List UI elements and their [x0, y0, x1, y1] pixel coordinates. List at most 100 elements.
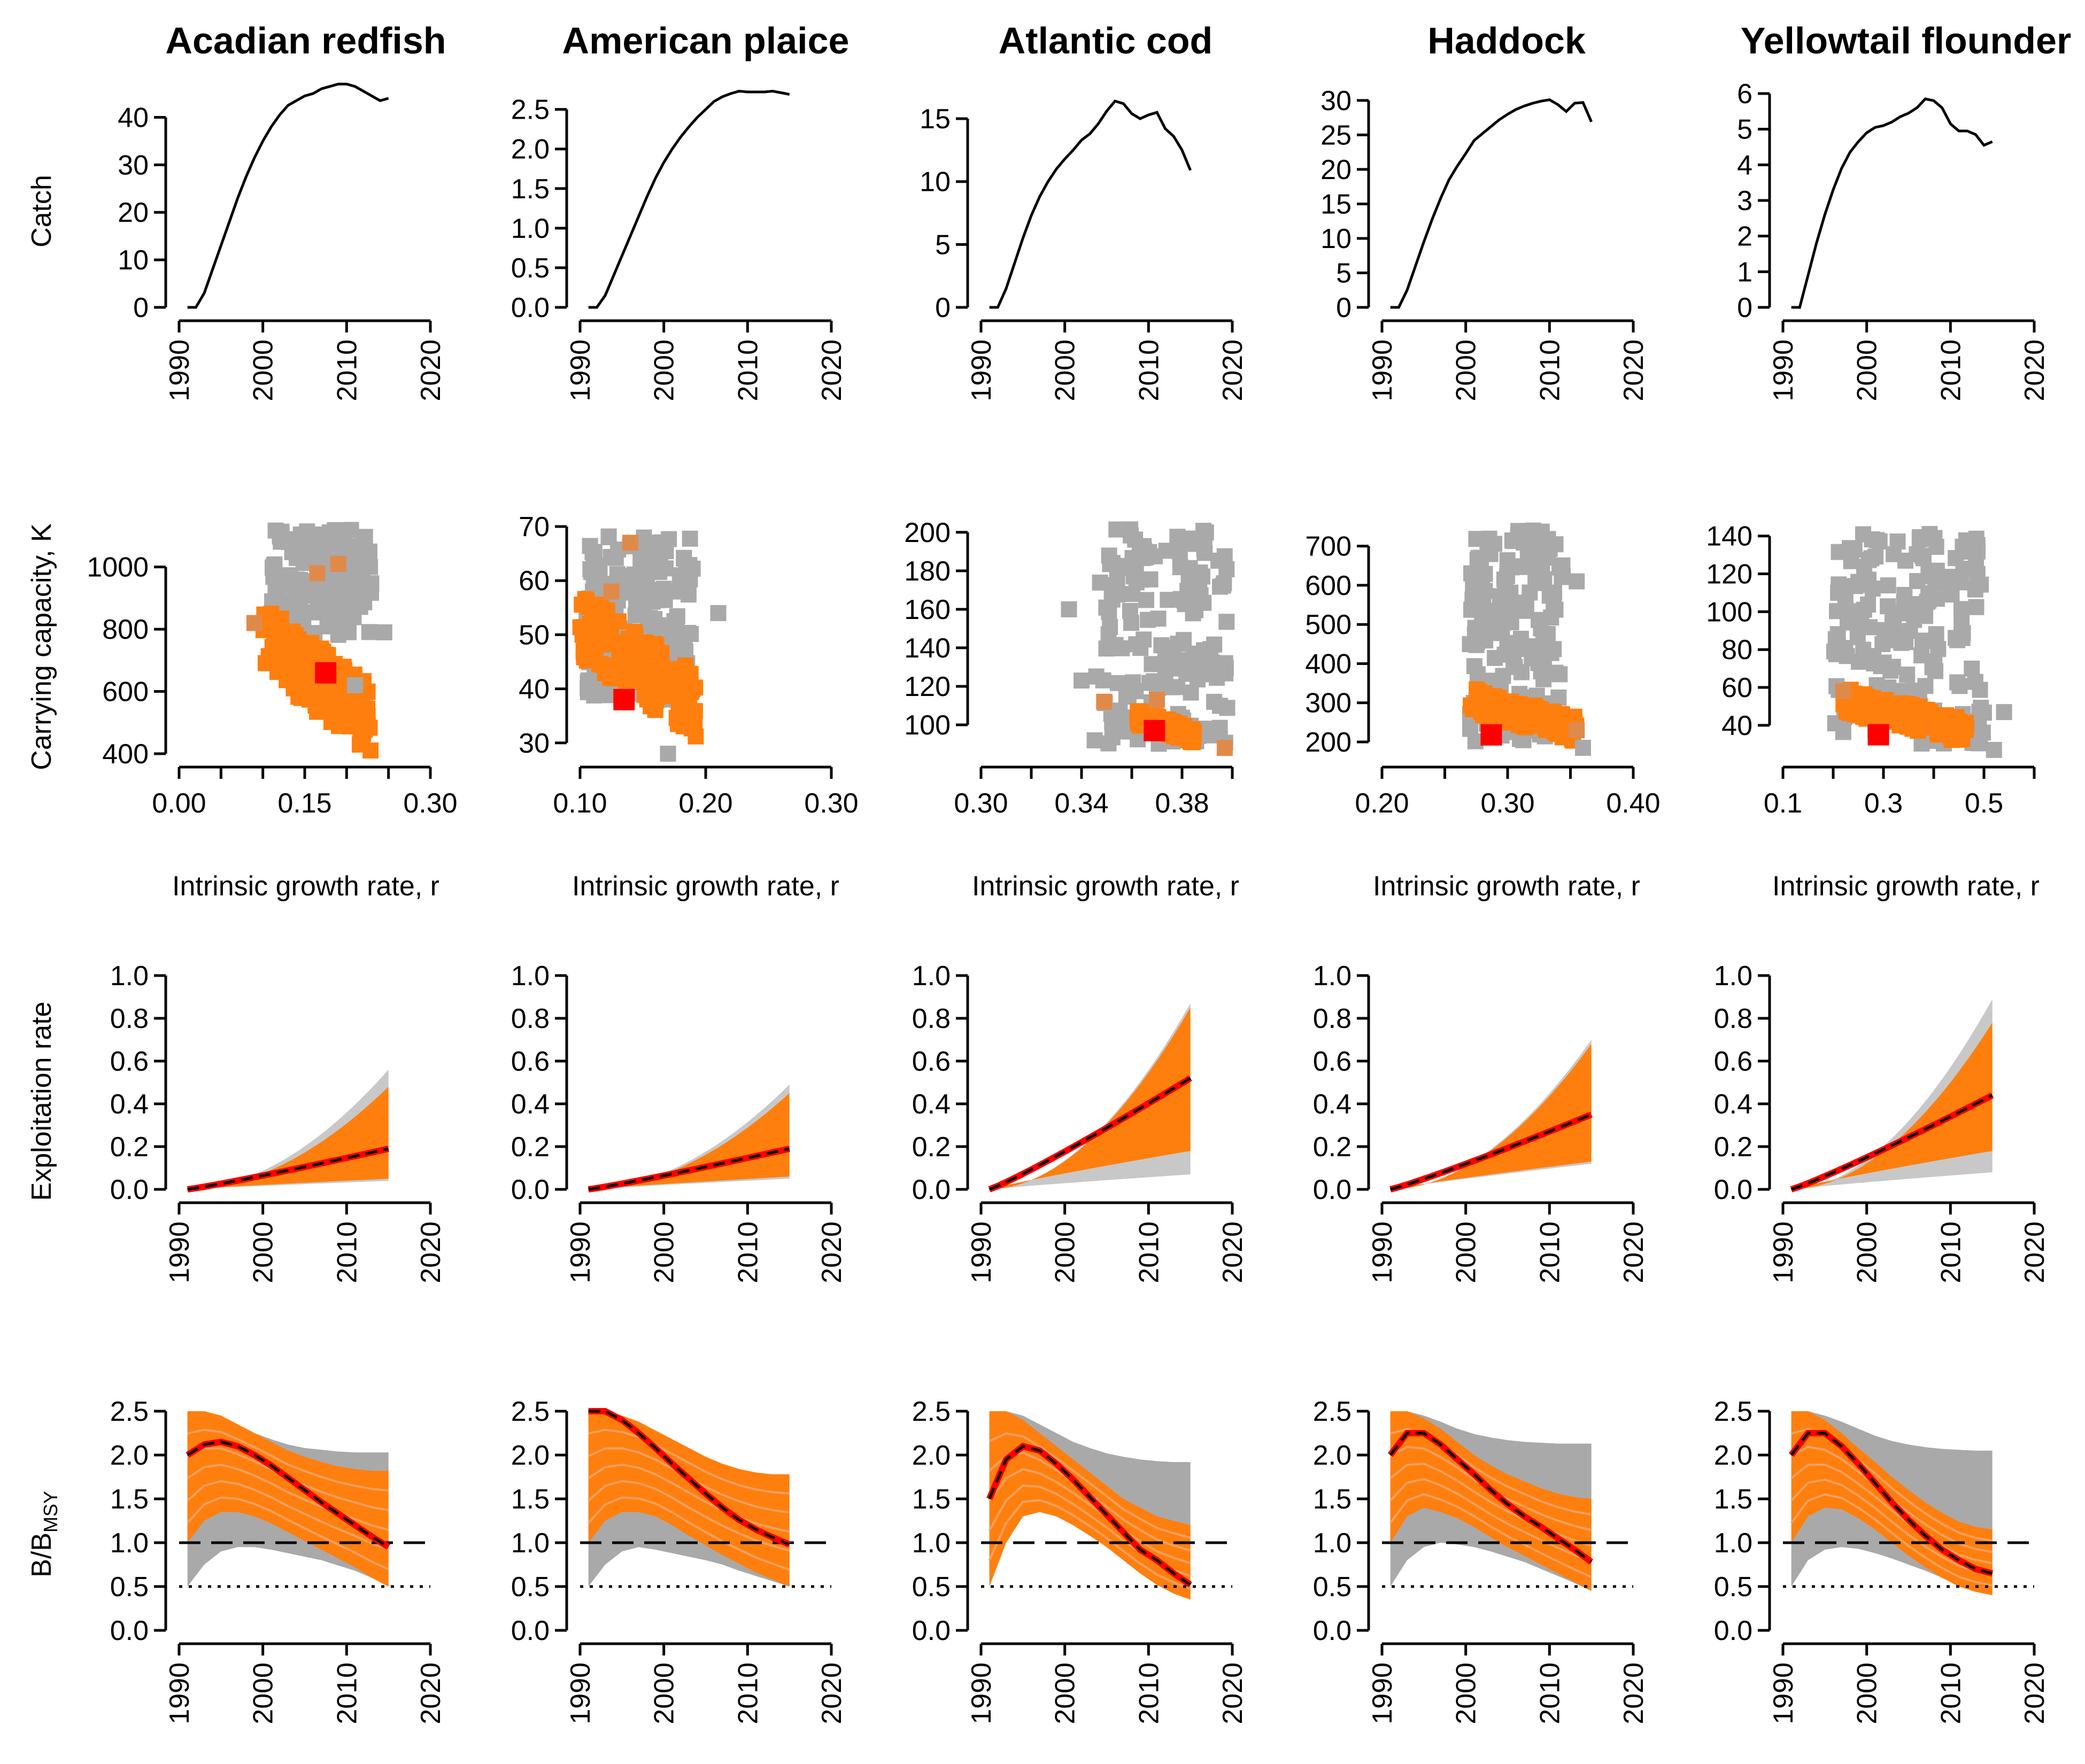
catch-line: [187, 82, 389, 309]
catch-line: [1791, 97, 1993, 309]
panel-k-3: 200 300 400 500 600 700 0.20 0.30 0.40: [1305, 522, 1661, 819]
orange-point: [648, 638, 665, 654]
row-label-bbmsy: B/BMSY: [26, 1491, 61, 1577]
trajectory-line: [988, 1499, 1191, 1590]
y-tick-label: 1.5: [110, 1484, 149, 1515]
panel-k-0: 400 600 800 1000 0.00 0.15 0.30: [87, 522, 458, 819]
y-tick-label: 5: [1737, 114, 1752, 145]
x-tick-label: 2020: [415, 339, 446, 401]
x-tick-label: 1990: [164, 1221, 195, 1283]
x-tick-label: 2020: [1618, 339, 1649, 401]
y-tick-label: 1.0: [1313, 1528, 1352, 1559]
y-tick-label: 2.0: [1714, 1440, 1752, 1471]
x-tick-label: 1990: [1768, 339, 1799, 401]
panel-exploitation-2: 0.0 0.2 0.4 0.6 0.8 1.0 1990 2000 2010 2020: [912, 961, 1248, 1283]
orange-point: [1216, 740, 1233, 756]
best-fit-point: [1480, 724, 1502, 746]
r-axis-label-1: Intrinsic growth rate, r: [172, 871, 439, 902]
grey-point: [347, 677, 363, 693]
best-fit-point: [1144, 719, 1165, 741]
x-tick-label: 2000: [649, 1221, 680, 1283]
x-tick-label: 2000: [649, 1662, 680, 1724]
y-tick-label: 50: [519, 620, 550, 651]
x-tick-label: 2010: [1133, 339, 1164, 401]
x-tick-label: 2000: [248, 1221, 279, 1283]
y-tick-label: 0.4: [1714, 1089, 1752, 1120]
x-tick-label: 2010: [732, 1221, 763, 1283]
orange-point: [679, 694, 696, 710]
orange-point: [1149, 692, 1165, 708]
x-tick-label: 1990: [966, 1221, 997, 1283]
y-tick-label: 0.2: [912, 1132, 951, 1163]
grey-point: [710, 605, 727, 621]
r-axis-label-5: Intrinsic growth rate, r: [1772, 871, 2040, 902]
grey-point: [1195, 594, 1212, 611]
y-tick-label: 0.2: [1313, 1132, 1352, 1163]
grey-point: [1864, 531, 1880, 547]
grey-point: [1092, 574, 1108, 591]
y-tick-label: 0.4: [912, 1089, 951, 1120]
grey-point: [1114, 640, 1130, 656]
panel-bbmsy-2: 0.0 0.5 1.0 1.5 2.0 2.5 1990 2000 2010 2020: [912, 1396, 1248, 1724]
x-tick-label: 0.1: [1764, 788, 1802, 819]
panel-k-4: 40 60 80 100 120 140 0.1 0.3 0.5: [1706, 521, 2036, 819]
r-axis-label-4: Intrinsic growth rate, r: [1373, 871, 1640, 902]
x-tick-label: 2000: [1451, 339, 1482, 401]
x-tick-label: 2020: [816, 1221, 847, 1283]
grey-point: [1546, 594, 1562, 610]
y-tick-label: 6: [1737, 79, 1752, 110]
grey-point: [1513, 664, 1530, 680]
y-tick-label: 30: [519, 728, 550, 759]
best-line: [1790, 1432, 1993, 1575]
x-tick-label: 2000: [248, 1662, 279, 1724]
x-tick-label: 1990: [1768, 1221, 1799, 1283]
grey-point: [655, 581, 672, 597]
grey-point: [1536, 574, 1553, 591]
grey-point: [1123, 527, 1139, 544]
x-tick-label: 2010: [331, 1662, 362, 1724]
grey-point: [1475, 597, 1492, 613]
orange-point: [331, 718, 348, 734]
y-tick-label: 2: [1737, 221, 1752, 252]
orange-point: [1842, 705, 1858, 721]
grey-point: [1211, 719, 1228, 736]
trajectory-line: [1790, 1478, 1993, 1576]
grey-point: [1146, 548, 1163, 564]
y-tick-label: 0.4: [511, 1089, 550, 1120]
x-tick-label: 2000: [1050, 1221, 1081, 1283]
y-tick-label: 0.5: [511, 253, 550, 284]
panel-bbmsy-1: 0.0 0.5 1.0 1.5 2.0 2.5 1990 2000 2010 2020: [511, 1396, 847, 1724]
grey-point: [1187, 659, 1204, 675]
species-title-haddock: Haddock: [1427, 20, 1586, 61]
x-tick-label: 0.20: [678, 788, 732, 819]
y-tick-label: 400: [102, 739, 149, 770]
y-tick-label: 40: [118, 102, 149, 133]
y-tick-label: 2.5: [511, 95, 550, 126]
orange-point: [1489, 697, 1505, 714]
grey-point: [674, 637, 690, 654]
x-tick-label: 2020: [1217, 1662, 1248, 1724]
grey-point: [1130, 731, 1146, 748]
x-tick-label: 0.34: [1054, 788, 1108, 819]
y-tick-label: 800: [102, 614, 149, 645]
best-fit-point: [315, 662, 337, 684]
panel-catch-4: 0 1 2 3 4 5 6 1990 2000 2010 2020: [1737, 79, 2050, 401]
x-tick-label: 2000: [1050, 1662, 1081, 1724]
y-tick-label: 2.0: [1313, 1440, 1352, 1471]
orange-envelope: [989, 1008, 1191, 1189]
y-tick-label: 5: [935, 229, 951, 260]
row-label-exploitation-rate: Exploitation rate: [26, 1002, 57, 1201]
trajectory-line: [187, 1464, 389, 1531]
grey-point: [1098, 640, 1115, 657]
x-tick-label: 2020: [816, 1662, 847, 1724]
trajectory-line: [1790, 1493, 1993, 1587]
x-tick-label: 2010: [1133, 1221, 1164, 1283]
y-tick-label: 0.8: [1313, 1003, 1352, 1034]
species-title-yellowtail-flounder: Yellowtail flounder: [1741, 20, 2071, 61]
x-tick-label: 2010: [1534, 1221, 1565, 1283]
grey-point: [361, 624, 377, 640]
species-title-atlantic-cod: Atlantic cod: [999, 20, 1213, 61]
y-tick-label: 700: [1305, 531, 1352, 562]
grey-point: [1216, 548, 1233, 564]
grey-point: [1074, 672, 1090, 689]
